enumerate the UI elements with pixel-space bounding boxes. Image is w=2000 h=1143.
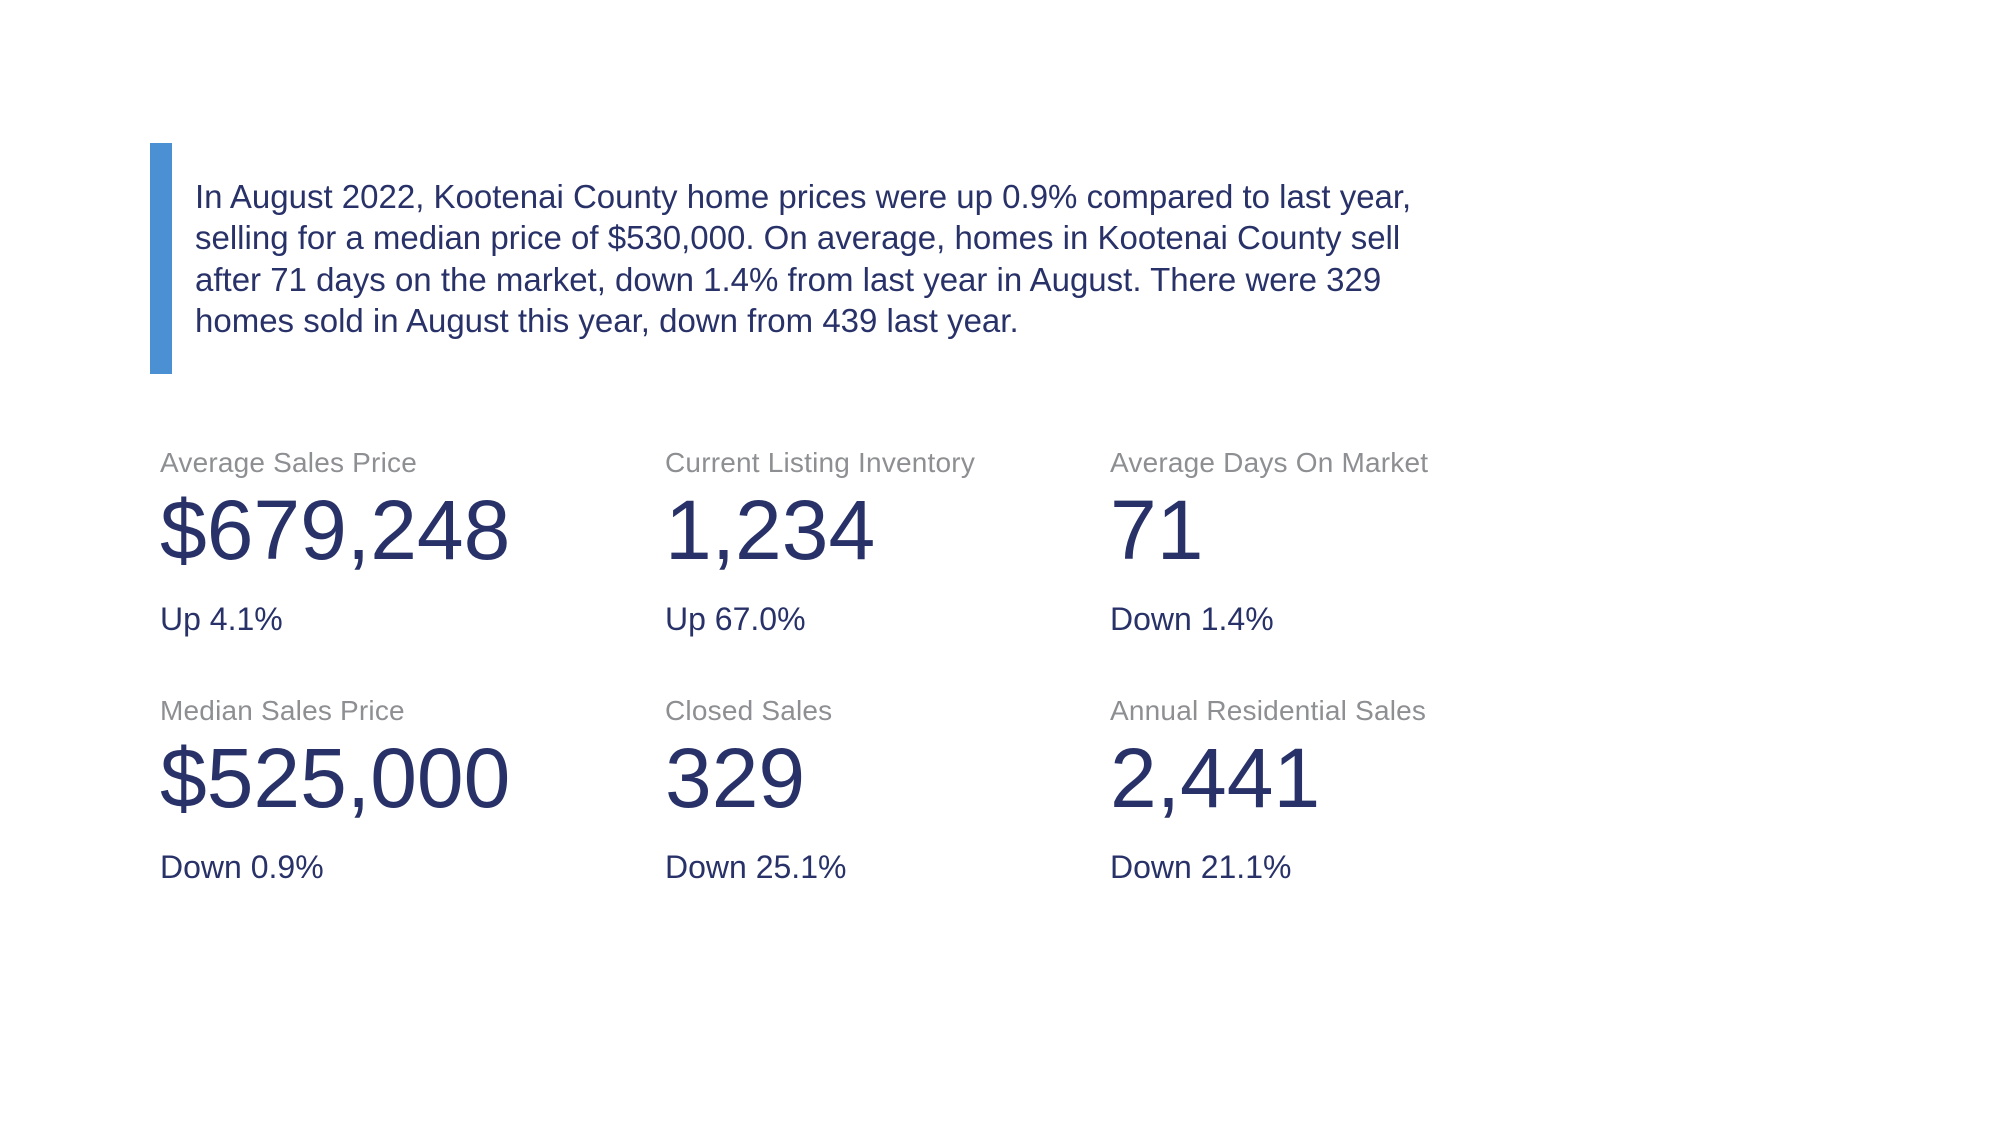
market-summary-text: In August 2022, Kootenai County home pri… <box>195 178 1412 339</box>
stat-value: $525,000 <box>160 730 511 825</box>
stat-change: Up 67.0% <box>665 600 806 637</box>
stat-value: $679,248 <box>160 482 511 577</box>
accent-bar <box>150 143 172 374</box>
stat-label: Average Days On Market <box>1110 447 1429 478</box>
stat-label: Current Listing Inventory <box>665 447 976 478</box>
stat-value: 2,441 <box>1110 730 1321 825</box>
stat-card-average-days-on-market: Average Days On Market 71 Down 1.4% <box>1110 446 1670 638</box>
stat-card-current-listing-inventory: Current Listing Inventory 1,234 Up 67.0% <box>665 446 1110 638</box>
market-summary-blockquote: In August 2022, Kootenai County home pri… <box>150 143 2000 374</box>
stat-card-closed-sales: Closed Sales 329 Down 25.1% <box>665 694 1110 886</box>
stat-change: Down 1.4% <box>1110 600 1274 637</box>
stat-card-median-sales-price: Median Sales Price $525,000 Down 0.9% <box>160 694 665 886</box>
stat-label: Closed Sales <box>665 694 833 726</box>
stat-change: Down 25.1% <box>665 848 847 885</box>
stat-value: 329 <box>665 730 806 825</box>
stat-change: Down 0.9% <box>160 848 324 885</box>
stat-label: Median Sales Price <box>160 694 405 726</box>
stat-change: Down 21.1% <box>1110 848 1292 885</box>
stat-card-average-sales-price: Average Sales Price $679,248 Up 4.1% <box>160 446 665 638</box>
stat-change: Up 4.1% <box>160 600 283 637</box>
stat-label: Average Sales Price <box>160 447 417 478</box>
stat-value: 71 <box>1110 482 1204 577</box>
stats-grid: Average Sales Price $679,248 Up 4.1% Cur… <box>160 446 2000 886</box>
stat-value: 1,234 <box>665 482 876 577</box>
stat-label: Annual Residential Sales <box>1110 694 1427 726</box>
stat-card-annual-residential-sales: Annual Residential Sales 2,441 Down 21.1… <box>1110 694 1670 886</box>
